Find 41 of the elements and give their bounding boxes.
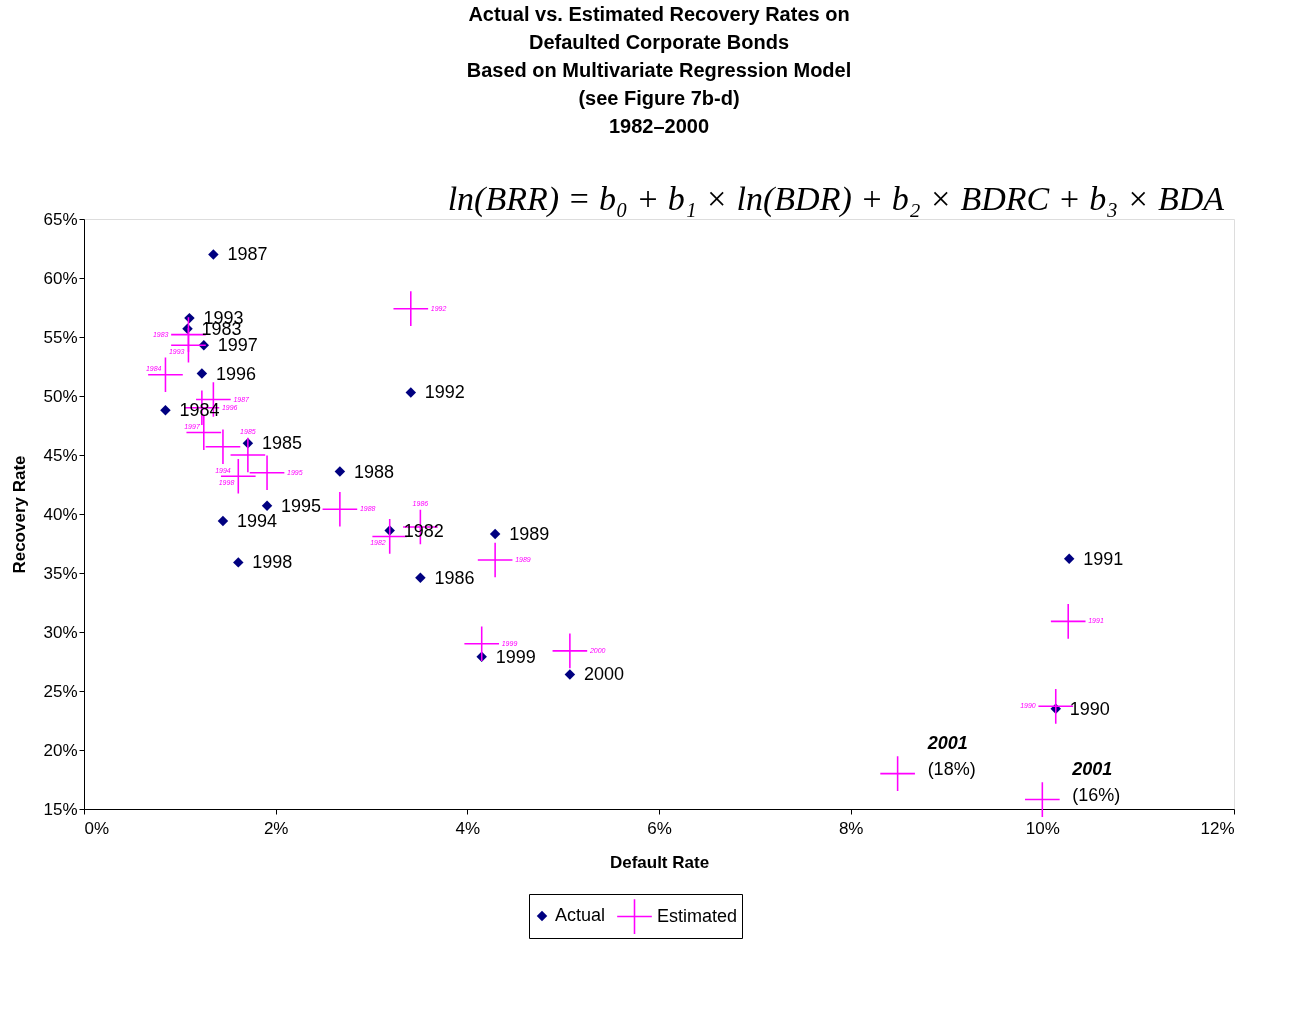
- text: ln(BRR) = b₀ + b₁ × ln(BDR) + b₂ × BDRC + b₃ × BDA: [447, 180, 1225, 218]
- annotation: 1986: [434, 567, 475, 588]
- x-axis-title: Default Rate: [609, 852, 710, 872]
- annotation: 1995: [281, 495, 322, 516]
- annotation: 1992: [424, 382, 465, 403]
- y-tick-label: 20%: [43, 740, 78, 760]
- annotation: 2000: [583, 664, 624, 685]
- chart-title: Actual vs. Estimated Recovery Rates on Defaulted Corporate Bonds Based on Multivariate Regression Model (see Figure 7b-d) 1982–2000: [466, 3, 852, 137]
- x-tick-label: 6%: [647, 818, 672, 838]
- y-tick-label: 50%: [43, 386, 78, 406]
- annotation: 1997: [217, 335, 258, 356]
- annotation: 1998: [252, 552, 293, 573]
- annotation: 1994: [236, 511, 278, 532]
- y-tick-label: 60%: [43, 268, 78, 288]
- x-tick-label: 0%: [84, 818, 110, 838]
- annotation: 1999: [495, 646, 536, 667]
- y-tick-label: 25%: [43, 681, 78, 701]
- legend-label: Estimated: [657, 905, 738, 926]
- annotation: 1991: [1083, 548, 1124, 569]
- y-tick-label: 35%: [43, 563, 78, 583]
- x-tick-label: 4%: [455, 818, 481, 838]
- y-tick-label: 40%: [43, 504, 78, 524]
- y-axis-title: Recovery Rate: [10, 455, 30, 574]
- annotation: 1988: [353, 461, 394, 482]
- y-tick-label: 65%: [43, 209, 78, 229]
- y-tick-label: 30%: [43, 622, 78, 642]
- annotation: 1987: [227, 244, 268, 265]
- y-tick-label: 15%: [43, 799, 78, 819]
- x-tick-label: 10%: [1025, 818, 1060, 838]
- annotation: 2001 (16%): [1071, 758, 1121, 805]
- y-tick-label: 45%: [43, 445, 78, 465]
- x-tick-label: 12%: [1200, 818, 1235, 838]
- annotation: 1990: [1069, 698, 1110, 719]
- legend-label: Actual: [555, 905, 606, 925]
- annotation: 1996: [215, 363, 256, 384]
- annotation: 2001 (18%): [926, 732, 976, 779]
- y-tick-label: 55%: [43, 327, 78, 347]
- annotation: 1985: [261, 433, 302, 454]
- x-tick-label: 2%: [263, 818, 289, 838]
- annotation: 1989: [509, 524, 550, 545]
- x-tick-label: 8%: [838, 818, 864, 838]
